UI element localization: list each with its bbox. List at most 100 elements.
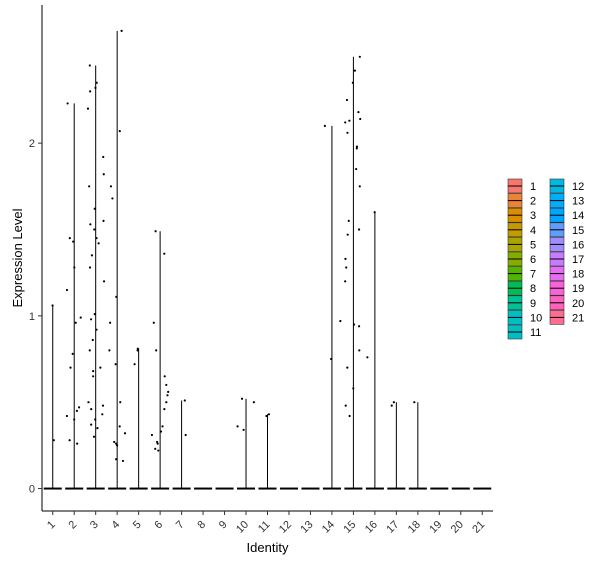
data-point — [92, 435, 96, 438]
data-point — [102, 155, 105, 159]
data-point — [150, 433, 154, 437]
data-point — [355, 145, 359, 148]
y-tick-label: 2 — [29, 138, 35, 150]
x-tick-label: 15 — [341, 519, 358, 536]
data-point — [88, 266, 92, 269]
legend-label-3: 3 — [530, 210, 536, 222]
legend-label-5: 5 — [530, 239, 536, 251]
x-tick-label: 9 — [217, 519, 230, 532]
data-point — [136, 347, 139, 350]
data-point — [52, 439, 55, 442]
data-point — [123, 432, 127, 435]
data-point — [155, 349, 158, 352]
data-point — [346, 131, 349, 134]
data-point — [93, 228, 96, 231]
data-point — [265, 414, 268, 418]
data-point — [344, 257, 347, 260]
x-tick-label: 1 — [45, 519, 58, 532]
data-point — [352, 387, 355, 390]
data-point — [66, 102, 69, 105]
data-point — [90, 423, 93, 426]
data-point — [154, 447, 157, 450]
data-point — [161, 425, 164, 428]
violin-base-19 — [430, 487, 449, 490]
data-point — [183, 399, 186, 402]
violin-base-9 — [215, 487, 234, 490]
data-point — [352, 323, 356, 326]
legend-label-19: 19 — [572, 283, 584, 295]
data-point — [115, 442, 118, 445]
data-point — [390, 404, 393, 407]
y-tick-label: 0 — [29, 484, 35, 496]
data-point — [344, 121, 347, 124]
data-point — [358, 185, 361, 188]
legend-label-13: 13 — [572, 196, 584, 208]
data-point — [392, 401, 395, 404]
data-point — [351, 81, 354, 84]
violin-base-8 — [194, 487, 213, 490]
data-point — [152, 321, 155, 324]
data-point — [113, 440, 116, 444]
data-point — [97, 242, 100, 245]
data-point — [119, 401, 122, 404]
data-point — [323, 124, 326, 127]
data-point — [93, 313, 96, 316]
data-point — [68, 237, 71, 240]
data-point — [353, 69, 357, 72]
violin-base-21 — [473, 487, 492, 490]
data-point — [73, 266, 76, 269]
data-point — [357, 228, 361, 231]
x-tick-label: 12 — [277, 519, 294, 536]
data-point — [87, 401, 90, 404]
data-point — [72, 240, 75, 243]
data-point — [154, 230, 157, 233]
data-point — [76, 442, 79, 445]
data-point — [69, 366, 72, 369]
data-point — [95, 81, 98, 84]
x-tick-label: 13 — [298, 519, 315, 536]
x-tick-label: 21 — [470, 519, 487, 536]
data-point — [166, 394, 169, 397]
data-point — [359, 117, 362, 121]
data-point — [413, 401, 416, 404]
data-point — [101, 404, 105, 407]
x-tick-label: 14 — [320, 519, 337, 536]
legend-label-16: 16 — [572, 239, 584, 251]
data-point — [355, 167, 358, 171]
data-point — [163, 375, 166, 378]
data-point — [165, 383, 168, 387]
data-point — [92, 370, 95, 373]
data-point — [184, 433, 187, 437]
data-point — [358, 349, 361, 352]
data-point — [90, 408, 93, 411]
data-point — [347, 219, 350, 222]
data-point — [373, 211, 376, 214]
legend-label-6: 6 — [530, 254, 536, 266]
data-point — [94, 418, 97, 421]
data-point — [86, 107, 90, 110]
data-point — [330, 357, 333, 361]
data-point — [344, 280, 347, 283]
data-point — [115, 295, 118, 298]
legend-label-20: 20 — [572, 298, 584, 310]
violin-base-20 — [451, 487, 470, 490]
legend-label-9: 9 — [530, 298, 536, 310]
legend-label-4: 4 — [530, 225, 536, 237]
data-point — [73, 418, 76, 421]
data-point — [348, 414, 351, 418]
data-point — [357, 325, 361, 328]
data-point — [95, 237, 98, 240]
data-point — [115, 444, 119, 447]
data-point — [89, 318, 93, 321]
data-point — [65, 288, 69, 292]
data-point — [159, 430, 163, 433]
data-point — [163, 408, 166, 411]
data-point — [108, 349, 111, 352]
data-point — [345, 266, 348, 269]
legend-label-14: 14 — [572, 210, 584, 222]
x-tick-label: 17 — [384, 519, 401, 536]
y-axis-title: Expression Level — [10, 208, 25, 307]
data-point — [93, 207, 96, 210]
legend-label-18: 18 — [572, 269, 584, 281]
